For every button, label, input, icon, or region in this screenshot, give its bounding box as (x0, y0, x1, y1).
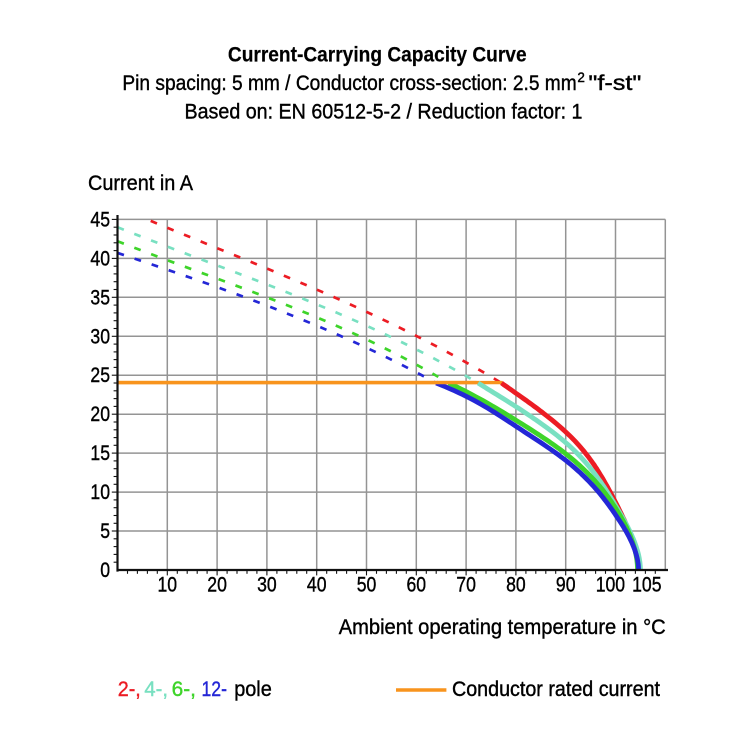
svg-text:15: 15 (90, 441, 110, 465)
svg-text:Pin spacing: 5 mm / Conductor: Pin spacing: 5 mm / Conductor cross-sect… (122, 71, 576, 95)
svg-text:12-: 12- (202, 677, 228, 701)
svg-text:10: 10 (158, 573, 178, 597)
svg-text:Based on: EN 60512-5-2 / Reduc: Based on: EN 60512-5-2 / Reduction facto… (185, 100, 583, 124)
svg-text:40: 40 (307, 573, 327, 597)
svg-text:Conductor rated current: Conductor rated current (452, 677, 660, 701)
svg-text:0: 0 (100, 558, 110, 582)
svg-text:20: 20 (90, 402, 110, 426)
svg-text:pole: pole (234, 677, 272, 701)
svg-text:4-,: 4-, (144, 677, 168, 701)
svg-text:30: 30 (257, 573, 277, 597)
svg-text:70: 70 (456, 573, 476, 597)
svg-text:90: 90 (556, 573, 576, 597)
svg-text:25: 25 (90, 363, 110, 387)
svg-text:2: 2 (577, 70, 585, 85)
svg-text:45: 45 (90, 207, 110, 231)
svg-text:100: 100 (596, 573, 625, 597)
svg-text:30: 30 (90, 324, 110, 348)
svg-text:2-,: 2-, (118, 677, 141, 701)
svg-text:35: 35 (90, 285, 110, 309)
svg-text:6-,: 6-, (172, 677, 196, 701)
svg-text:"f-st": "f-st" (588, 71, 641, 95)
svg-text:50: 50 (357, 573, 377, 597)
svg-text:20: 20 (207, 573, 227, 597)
svg-text:40: 40 (90, 246, 110, 270)
svg-text:105: 105 (632, 573, 661, 597)
svg-text:Current-Carrying Capacity Curv: Current-Carrying Capacity Curve (228, 42, 527, 66)
svg-text:Current in A: Current in A (88, 171, 194, 195)
svg-text:10: 10 (90, 480, 110, 504)
svg-text:80: 80 (506, 573, 526, 597)
svg-text:60: 60 (407, 573, 427, 597)
svg-text:Ambient operating temperature: Ambient operating temperature in °C (339, 615, 666, 639)
svg-text:5: 5 (100, 519, 110, 543)
